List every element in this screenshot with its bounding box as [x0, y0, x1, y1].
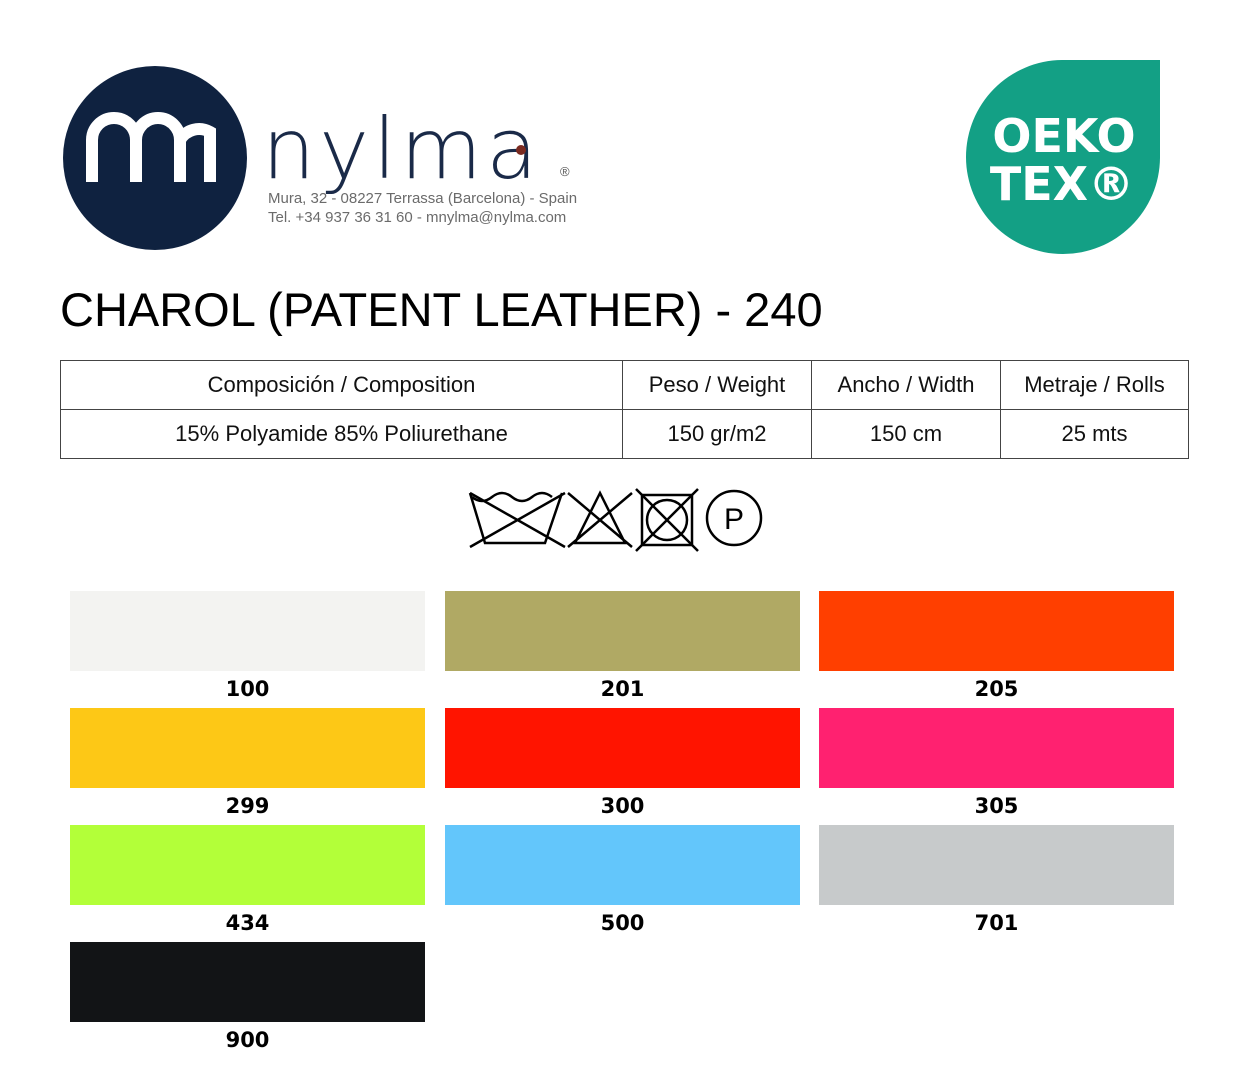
swatch-code: 701	[974, 911, 1019, 935]
swatch-code: 500	[600, 911, 645, 935]
swatch	[70, 591, 425, 671]
header-cell: Metraje / Rolls	[1000, 360, 1189, 410]
cell: 150 cm	[811, 409, 1001, 459]
swatch-code: 100	[225, 677, 270, 701]
brand-name: nylma	[262, 100, 542, 198]
contact: Tel. +34 937 36 31 60 - mnylma@nylma.com	[268, 209, 566, 226]
badge-line-2: TEX®	[990, 157, 1134, 211]
header-cell: Ancho / Width	[811, 360, 1001, 410]
swatch-code: 900	[225, 1028, 270, 1052]
cell: 25 mts	[1000, 409, 1189, 459]
swatch	[819, 591, 1174, 671]
wash-symbol	[468, 491, 564, 545]
spec-table: Composición / Composition Peso / Weight …	[60, 360, 1189, 459]
swatch	[445, 708, 800, 788]
swatch-code: 300	[600, 794, 645, 818]
brand-registered: ®	[560, 164, 570, 179]
swatch-code: 434	[225, 911, 270, 935]
swatch	[445, 591, 800, 671]
table-header: Composición / Composition Peso / Weight …	[60, 360, 1189, 410]
dry-symbol	[640, 493, 694, 547]
address: Mura, 32 - 08227 Terrassa (Barcelona) - …	[268, 190, 577, 207]
swatch	[70, 708, 425, 788]
brand-dot	[516, 145, 526, 155]
swatch-code: 205	[974, 677, 1019, 701]
swatch	[819, 825, 1174, 905]
swatch	[70, 942, 425, 1022]
dryclean-symbol	[705, 489, 763, 547]
bleach-symbol	[567, 490, 633, 548]
title: CHAROL (PATENT LEATHER) - 240	[60, 283, 823, 336]
header-cell: Peso / Weight	[622, 360, 812, 410]
swatch	[819, 708, 1174, 788]
cell: 15% Polyamide 85% Poliurethane	[60, 409, 623, 459]
cell: 150 gr/m2	[622, 409, 812, 459]
swatch	[70, 825, 425, 905]
badge-line-1: OEKO	[992, 109, 1135, 163]
logo-circle	[63, 66, 247, 250]
swatch-code: 299	[225, 794, 270, 818]
swatch-code: 201	[600, 677, 645, 701]
logo-mark	[86, 112, 216, 182]
swatch-code: 305	[974, 794, 1019, 818]
header: nylma ® Mura, 32 - 08227 Terrassa (Barce…	[63, 60, 1160, 254]
header-cell: Composición / Composition	[60, 360, 623, 410]
swatch	[445, 825, 800, 905]
table-row: 15% Polyamide 85% Poliurethane 150 gr/m2…	[60, 409, 1189, 459]
wash-cross	[469, 491, 566, 549]
care-symbols: P	[468, 488, 763, 552]
dryclean-letter: P	[724, 503, 744, 536]
oeko-tex-badge	[966, 60, 1160, 254]
